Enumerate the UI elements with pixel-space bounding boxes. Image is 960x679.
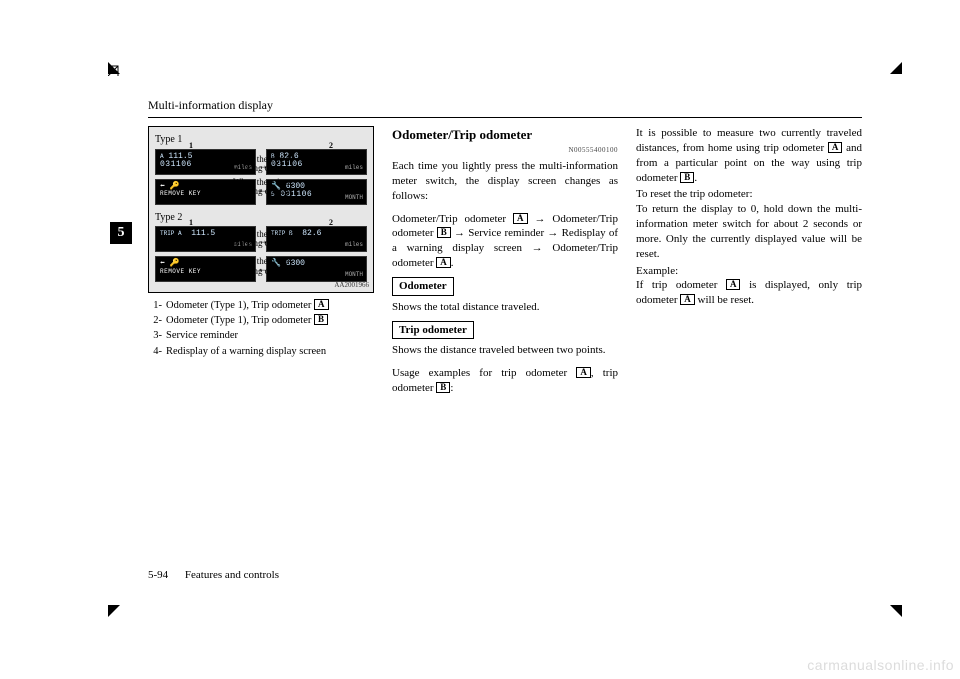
odometer-head: Odometer (392, 277, 454, 296)
t2-screen-2: TRIP B 82.6miles (266, 226, 367, 252)
t1-screen-1: A 111.5 031106 miles (155, 149, 256, 175)
t1-screen-4: ⬅ 🔑 REMOVE KEY (155, 179, 256, 205)
reset-body: To return the display to 0, hold down th… (636, 202, 862, 261)
t1-screen-2: B 82.6 031106 miles (266, 149, 367, 175)
caption-text: Redisplay of a warning display screen (166, 345, 326, 359)
intro-paragraph: Each time you lightly press the multi-in… (392, 159, 618, 204)
sequence-paragraph: Odometer/Trip odometer A → Odometer/Trip… (392, 212, 618, 271)
example-body: If trip odometer A is displayed, only tr… (636, 278, 862, 308)
crop-mark-bl (108, 605, 124, 621)
column-2: Odometer/Trip odometer N00555400100 Each… (392, 126, 618, 396)
arrow-icon: ↓ (359, 254, 365, 266)
caption-num: 1- (148, 299, 162, 313)
reset-head: To reset the trip odometer: (636, 187, 862, 202)
arrow-icon: ← (257, 262, 269, 274)
figure-code: AA2001966 (334, 281, 369, 290)
column-3: It is possible to measure two currently … (636, 126, 862, 396)
arrow-icon: → (257, 159, 269, 171)
caption-num: 4- (148, 345, 162, 359)
type1-grid: 1 2 3 4 A 111.5 031106 miles B 82.6 0311… (155, 149, 367, 205)
trip-odometer-body: Shows the distance traveled between two … (392, 343, 618, 358)
caption-text: Odometer (Type 1), Trip odometer A (166, 299, 329, 313)
arrow-icon: ↓ (359, 177, 365, 189)
chapter-tab: 5 (110, 222, 132, 244)
arrow-icon: ← (257, 183, 269, 195)
arrow-icon: ↑ (157, 177, 163, 189)
usage-paragraph: Usage examples for trip odometer A, trip… (392, 366, 618, 396)
t1-screen-3: 🔧 6300 5 031106 MONTH (266, 179, 367, 205)
crop-mark-tl2 (108, 58, 124, 74)
footer-section: Features and controls (185, 569, 279, 581)
caption-text: Odometer (Type 1), Trip odometer B (166, 314, 328, 328)
section-title: Odometer/Trip odometer (392, 126, 618, 144)
doc-code: N00555400100 (392, 146, 618, 155)
caption-text: Service reminder (166, 329, 238, 343)
column-1: Type 1 1 2 3 4 A 111.5 031106 miles B 82… (148, 126, 374, 396)
t2-screen-4: ⬅ 🔑 REMOVE KEY (155, 256, 256, 282)
watermark: carmanualsonline.info (807, 657, 954, 673)
figure-captions: 1- Odometer (Type 1), Trip odometer A 2- O… (148, 299, 374, 359)
page-footer: 5-94 Features and controls (148, 569, 279, 581)
page-number: 5-94 (148, 569, 168, 581)
crop-mark-br (886, 605, 902, 621)
running-head: Multi-information display (148, 98, 862, 113)
page-content: Multi-information display Type 1 1 2 3 4… (148, 98, 862, 581)
arrow-icon: → (257, 234, 269, 246)
odometer-body: Shows the total distance traveled. (392, 300, 618, 315)
figure-panel: Type 1 1 2 3 4 A 111.5 031106 miles B 82… (148, 126, 374, 293)
type1-label: Type 1 (155, 133, 367, 147)
caption-num: 3- (148, 329, 162, 343)
t2-screen-3: 🔧 6300 MONTH (266, 256, 367, 282)
example-head: Example: (636, 264, 862, 279)
trip-odometer-head: Trip odometer (392, 321, 474, 340)
crop-mark-tr (886, 58, 902, 74)
type2-grid: 1 2 3 4 TRIP A 111.5miles TRIP B 82.6mil… (155, 226, 367, 282)
t2-screen-1: TRIP A 111.5miles (155, 226, 256, 252)
type2-label: Type 2 (155, 211, 367, 225)
measure-paragraph: It is possible to measure two currently … (636, 126, 862, 185)
caption-num: 2- (148, 314, 162, 328)
head-rule (148, 117, 862, 118)
columns: Type 1 1 2 3 4 A 111.5 031106 miles B 82… (148, 126, 862, 396)
arrow-icon: ↑ (157, 254, 163, 266)
